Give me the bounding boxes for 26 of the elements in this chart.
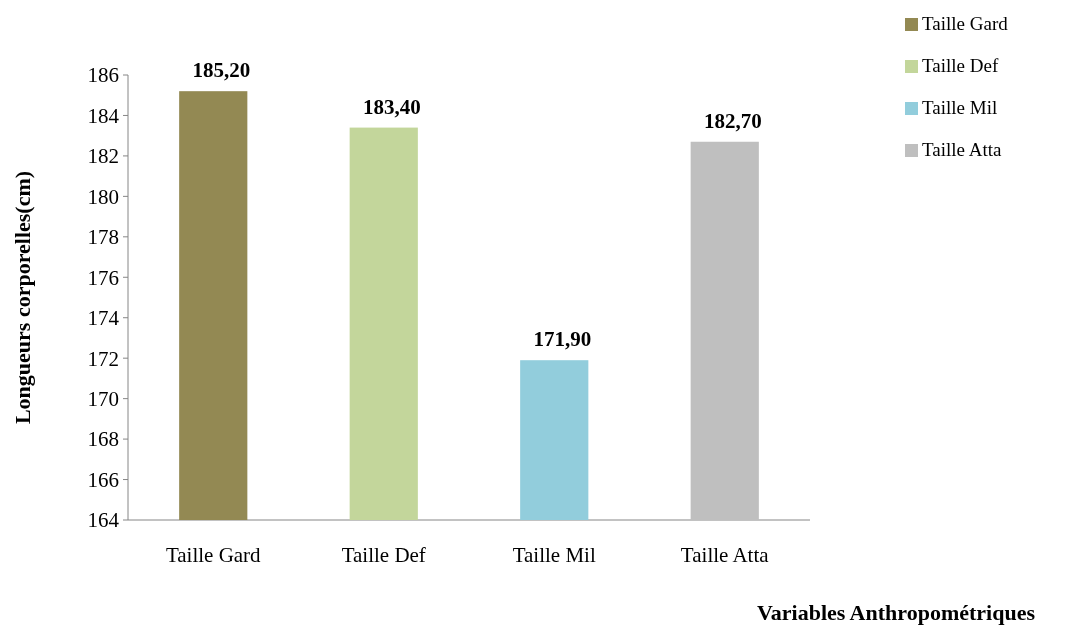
legend-label: Taille Atta [922,139,1002,160]
y-tick-label: 178 [87,225,119,250]
y-tick-label: 172 [87,346,119,371]
x-axis-title: Variables Anthropométriques [756,600,1036,625]
y-tick-label: 186 [87,63,119,88]
x-tick-label: Taille Def [341,543,426,567]
y-tick-label: 174 [87,306,120,331]
y-tick-label: 184 [87,103,120,128]
y-tick-label: 176 [87,265,119,290]
data-label: 183,40 [362,94,421,119]
x-tick-label: Taille Mil [512,543,596,567]
data-label: 182,70 [703,108,762,133]
legend-label: Taille Gard [922,13,1009,34]
y-tick-label: 182 [87,144,119,169]
y-tick-label: 166 [87,467,119,492]
data-label: 185,20 [192,58,251,83]
data-label: 171,90 [533,327,592,352]
y-tick-label: 164 [87,508,120,533]
legend-label: Taille Mil [922,97,998,118]
y-tick-label: 170 [87,386,119,411]
y-axis-title: Longueurs corporelles(cm) [10,170,35,425]
x-tick-label: Taille Atta [680,543,770,567]
y-tick-label: 168 [87,427,119,452]
x-tick-label: Taille Gard [165,543,262,567]
y-tick-label: 180 [87,184,119,209]
legend-label: Taille Def [922,55,999,76]
